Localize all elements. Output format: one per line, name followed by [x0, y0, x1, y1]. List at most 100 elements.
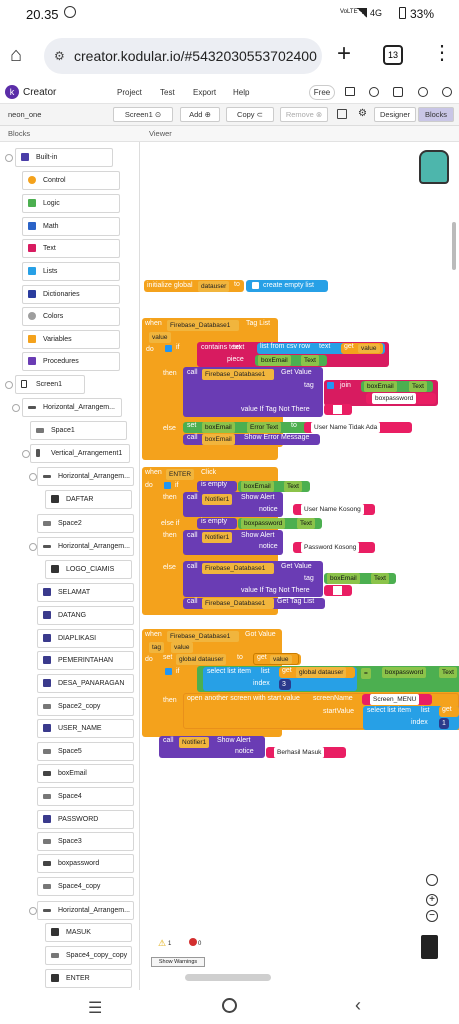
prop-slot[interactable]: Text — [409, 381, 427, 392]
component-slot[interactable]: boxEmail — [258, 355, 291, 366]
component-item[interactable]: Space5 — [37, 742, 134, 761]
component-slot[interactable]: boxpassword — [241, 518, 286, 529]
sidebar-item-colors[interactable]: Colors — [22, 307, 120, 326]
home-icon[interactable]: ⌂ — [10, 44, 23, 66]
plan-badge[interactable]: Free — [309, 85, 335, 100]
builtin-category[interactable]: Built-in — [15, 148, 113, 167]
dollar-icon[interactable] — [418, 87, 428, 97]
component-slot[interactable]: boxpassword — [382, 667, 427, 678]
csv-row-block[interactable] — [257, 343, 385, 354]
screen-selector[interactable]: Screen1 ⊙ — [113, 107, 173, 122]
param-slot[interactable]: value — [171, 642, 193, 653]
prop-slot[interactable]: Error Text — [247, 422, 282, 433]
screenshot-icon[interactable] — [337, 109, 347, 119]
recenter-icon[interactable] — [426, 874, 438, 886]
settings-gear-icon[interactable]: ⚙ — [358, 108, 367, 119]
string-value[interactable]: User Name Kosong — [301, 504, 364, 515]
builtin-toggle-icon[interactable] — [5, 154, 13, 162]
component-slot[interactable]: Firebase_Database1 — [167, 631, 239, 642]
component-slot[interactable]: boxEmail — [241, 481, 274, 492]
palette-icon[interactable] — [369, 87, 379, 97]
component-toggle-icon[interactable] — [22, 450, 30, 458]
back-icon[interactable]: ‹ — [355, 995, 361, 1015]
component-item[interactable]: Space2 — [37, 514, 134, 533]
kodular-logo-icon[interactable]: k — [5, 85, 19, 99]
component-slot[interactable]: boxEmail — [364, 381, 397, 392]
sidebar-screen1[interactable]: Screen1 — [15, 375, 85, 394]
component-item[interactable]: ENTER — [45, 969, 132, 988]
component-slot[interactable]: boxEmail — [327, 573, 360, 584]
sidebar-item-variables[interactable]: Variables — [22, 330, 120, 349]
set-global-block[interactable] — [161, 654, 301, 665]
param-slot[interactable]: value — [149, 332, 171, 343]
sidebar-item-control[interactable]: Control — [22, 171, 120, 190]
menu-help[interactable]: Help — [233, 88, 250, 97]
component-item[interactable]: DESA_PANARAGAN — [37, 674, 134, 693]
trash-icon[interactable] — [421, 935, 438, 959]
zoom-in-icon[interactable]: + — [426, 894, 438, 906]
component-slot[interactable]: Firebase_Database1 — [202, 369, 274, 380]
recents-icon[interactable]: ☰ — [88, 1000, 103, 1017]
component-slot[interactable]: boxEmail — [202, 422, 235, 433]
is-empty-block[interactable] — [197, 518, 237, 529]
create-empty-list-block[interactable]: create empty list — [246, 280, 328, 292]
operator-slot[interactable]: = — [361, 668, 371, 679]
gear-icon[interactable] — [165, 668, 172, 675]
string-value[interactable]: boxpassword — [372, 393, 417, 404]
component-item[interactable]: PEMERINTAHAN — [37, 651, 134, 670]
component-prop-block[interactable] — [324, 573, 396, 584]
horizontal-scrollbar[interactable] — [185, 974, 271, 981]
number-block[interactable]: 1 — [439, 718, 449, 729]
site-settings-icon[interactable]: ⚙ — [54, 49, 65, 63]
copy-screen-button[interactable]: Copy ⊂ — [226, 107, 274, 122]
prop-slot[interactable]: Text — [284, 481, 302, 492]
component-item[interactable]: Horizontal_Arrangem... — [22, 398, 122, 417]
component-slot[interactable]: Notifier1 — [179, 737, 210, 748]
prop-slot[interactable]: Text — [297, 518, 315, 529]
var-slot[interactable]: global datauser — [176, 654, 227, 665]
component-toggle-icon[interactable] — [29, 907, 37, 915]
empty-string-slot[interactable] — [333, 405, 342, 414]
sidebar-item-procedures[interactable]: Procedures — [22, 352, 120, 371]
blocks-tab[interactable]: Blocks — [418, 107, 454, 122]
gear-icon[interactable] — [165, 345, 172, 352]
home-nav-icon[interactable] — [222, 998, 237, 1013]
account-icon[interactable] — [442, 87, 452, 97]
component-toggle-icon[interactable] — [29, 473, 37, 481]
component-slot[interactable]: Firebase_Database1 — [167, 320, 239, 331]
designer-tab[interactable]: Designer — [374, 107, 416, 122]
menu-test[interactable]: Test — [160, 88, 175, 97]
backpack-icon[interactable] — [419, 150, 449, 184]
component-slot[interactable]: Firebase_Database1 — [202, 598, 274, 609]
gallery-icon[interactable] — [393, 87, 403, 97]
var-name-slot[interactable]: datauser — [198, 281, 230, 292]
empty-string-slot[interactable] — [333, 586, 342, 595]
string-value[interactable]: Screen_MENU — [370, 694, 420, 705]
show-warnings-button[interactable]: Show Warnings — [151, 957, 205, 967]
prop-slot[interactable]: Text — [301, 355, 319, 366]
component-prop-block[interactable] — [238, 481, 310, 492]
component-item[interactable]: LOGO_CIAMIS — [45, 560, 132, 579]
show-alert-block[interactable] — [183, 530, 283, 555]
blocks-workspace[interactable]: initialize global datauser to create emp… — [141, 142, 459, 990]
component-item[interactable]: SELAMAT — [37, 583, 134, 602]
remove-screen-button[interactable]: Remove ⊗ — [280, 107, 328, 122]
component-slot[interactable]: Notifier1 — [202, 532, 233, 543]
component-toggle-icon[interactable] — [29, 543, 37, 551]
string-value[interactable]: User Name Tidak Ada — [311, 422, 381, 433]
component-item[interactable]: Horizontal_Arrangem... — [37, 467, 134, 486]
component-item[interactable]: USER_NAME — [37, 719, 134, 738]
component-slot[interactable]: boxEmail — [202, 434, 235, 445]
prop-slot[interactable]: Text — [371, 573, 389, 584]
component-item[interactable]: MASUK — [45, 923, 132, 942]
sidebar-item-logic[interactable]: Logic — [22, 194, 120, 213]
string-value[interactable]: Berhasil Masuk — [274, 747, 325, 758]
component-item[interactable]: Horizontal_Arrangem... — [37, 901, 134, 920]
param-slot[interactable]: tag — [149, 642, 165, 653]
vertical-scrollbar[interactable] — [452, 222, 456, 270]
zoom-out-icon[interactable]: − — [426, 910, 438, 922]
component-item[interactable]: boxEmail — [37, 764, 134, 783]
component-item[interactable]: DIAPLIKASI — [37, 629, 134, 648]
show-alert-block[interactable] — [183, 492, 283, 517]
component-slot[interactable]: ENTER — [166, 469, 195, 480]
